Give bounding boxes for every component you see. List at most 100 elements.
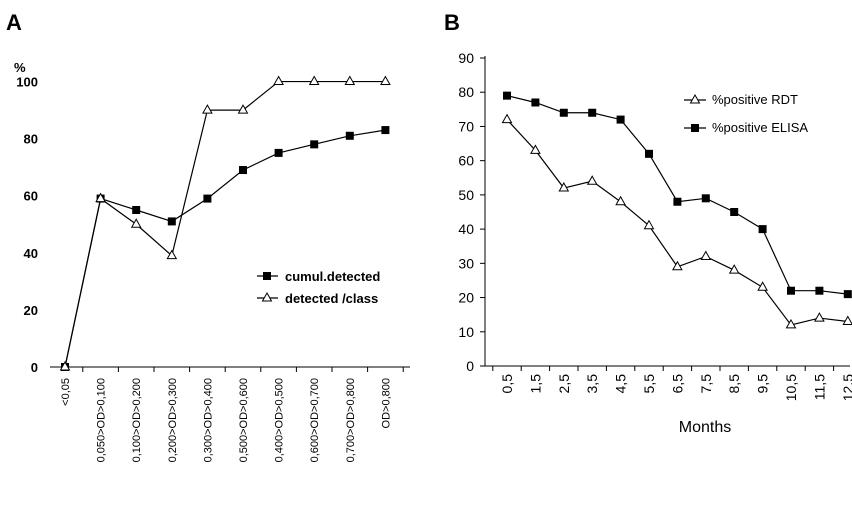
chart-a-data-point [380,75,391,86]
chart-b-data-point [815,286,824,295]
chart-a-y-tick-label: 40 [24,246,38,261]
chart-b-y-tick-label: 80 [458,84,474,100]
chart-a-data-point [202,104,213,114]
chart-b-x-tick-label: 0,5 [499,374,515,394]
chart-b-x-tick-label: 4,5 [613,374,629,394]
chart-a-x-tick-label: 0,050>OD>0,100 [96,378,108,462]
chart-a-data-point [273,75,284,86]
chart-a-series-line [64,80,386,368]
chart-b-y-tick-label: 60 [458,153,474,169]
chart-b-data-point [730,208,739,216]
chart-a: A % 0 20 40 60 80 100 <0,05 0,050>OD>0,100 0,10… [6,10,410,462]
chart-b-data-point [814,312,825,322]
chart-a-x-tick-label: 0,400>OD>0,500 [274,378,286,462]
chart-a-x-tick-label: 0,300>OD>0,400 [202,378,214,462]
chart-a-x-tick-label: 0,200>OD>0,300 [167,378,179,462]
chart-b-x-tick-label: 6,5 [669,374,685,394]
legend-square-marker [691,124,699,132]
chart-b-y-tick-label: 20 [458,290,474,306]
chart-b-x-tick-label: 3,5 [584,374,600,394]
chart-a-x-tick-label: 0,100>OD>0,200 [131,378,143,462]
chart-b-series [501,91,852,329]
chart-b-y-tick-label: 10 [458,324,474,340]
chart-b-x-ticks: 0,5 1,5 2,5 3,5 4,5 5,5 6,5 7,5 8,5 9,5 10,5 11,5 12… [492,366,852,401]
chart-a-y-tick-label: 100 [16,75,38,90]
chart-a-data-point [237,104,249,114]
chart-b-data-point [787,286,795,295]
chart-a-y-tick-label: 80 [24,132,38,147]
chart-b-data-point [559,108,568,117]
chart-b-data-point [700,250,712,260]
chart-a-data-point [274,148,283,157]
chart-b-data-point [728,264,740,274]
chart-a-y-tick-label: 20 [24,303,38,318]
chart-a-data-point [130,218,142,228]
legend-a-series-2: detected /class [285,291,378,306]
legend-triangle-marker [689,93,701,104]
chart-b-data-point [615,195,626,206]
legend-triangle-marker [261,291,273,302]
chart-b-data-point [616,115,625,124]
chart-b-y-tick-label: 90 [458,50,474,66]
chart-a-x-tick-label: <0,05 [60,378,72,406]
chart-b-data-point [842,315,852,326]
panel-a-label: A [6,10,22,35]
chart-a-data-point [381,126,390,135]
chart-b-data-point [645,149,653,158]
legend-square-marker [263,272,271,280]
chart-b-data-point [530,144,541,154]
chart-a-x-tick-label: OD>0,800 [380,378,392,428]
chart-b-x-tick-label: 1,5 [527,374,543,394]
chart-b-data-point [758,225,767,234]
chart-b-x-tick-label: 11,5 [811,374,827,400]
chart-a-data-point [239,166,247,175]
chart-a-data-point [132,206,141,214]
chart-a-data-point [345,131,354,140]
chart-a-y-unit: % [14,60,26,75]
chart-b-x-axis-title: Months [679,419,731,436]
chart-b-data-point [785,318,797,329]
chart-b-x-tick-label: 9,5 [755,374,771,394]
chart-b-data-point [757,281,768,291]
chart-a-x-tick-label: 0,700>OD>0,800 [345,378,357,462]
legend-b-series-1: %positive RDT [712,92,798,107]
chart-b-x-tick-label: 5,5 [641,374,657,394]
chart-b-data-point [643,219,655,230]
chart-b-data-point [672,260,683,271]
chart-b-x-tick-label: 12,5 [840,374,852,401]
chart-b-data-point [503,91,511,100]
chart-a-data-point [95,192,106,203]
legend-b-series-2: %positive ELISA [712,120,808,135]
chart-a-y-ticks: 0 20 40 60 80 100 [16,75,38,375]
chart-a-data-point [203,194,212,203]
chart-b-data-point [588,108,597,117]
chart-b-y-tick-label: 50 [458,187,474,203]
legend-a-series-1: cumul.detected [285,269,380,284]
panel-b-label: B [444,10,460,35]
chart-b-y-tick-label: 40 [458,221,474,237]
chart-b-data-point [843,290,852,299]
chart-a-y-tick-label: 0 [31,360,38,375]
chart-a-data-point [310,140,319,149]
chart-b-data-point [673,197,682,206]
chart-b-y-tick-label: 0 [466,358,474,374]
chart-a-series-line [64,129,386,368]
chart-a-data-point [166,249,178,260]
chart-a-x-ticks: <0,05 0,050>OD>0,100 0,100>OD>0,200 0,200>O… [60,367,404,462]
chart-a-x-tick-label: 0,600>OD>0,700 [309,378,321,462]
chart-b-x-tick-label: 7,5 [698,374,714,394]
chart-b-legend: %positive RDT %positive ELISA [684,92,808,135]
chart-a-data-point [344,75,356,86]
chart-b-data-point [586,175,598,185]
chart-b-y-tick-label: 30 [458,255,474,271]
chart-a-series [59,75,391,371]
chart-b-series-line [506,119,848,326]
chart-b-data-point [701,194,710,203]
chart-a-legend: cumul.detected detected /class [257,269,380,306]
chart-b-y-ticks: 0 10 20 30 40 50 60 70 80 90 [458,50,485,374]
chart-a-data-point [167,217,176,226]
chart-b-data-point [531,98,540,107]
chart-b-data-point [558,182,570,192]
chart-b-data-point [501,113,513,124]
